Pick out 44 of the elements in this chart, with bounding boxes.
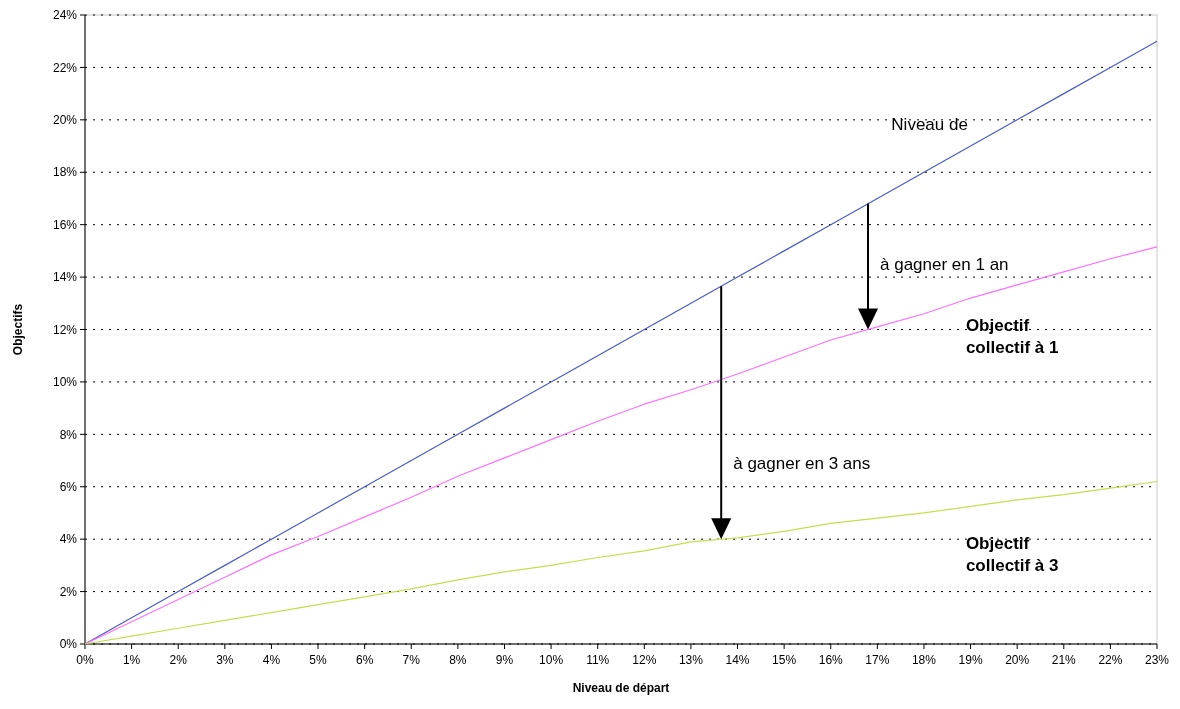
x-tick-label: 3% [216,653,234,667]
x-tick-label: 15% [772,653,797,667]
x-tick-label: 13% [678,653,704,667]
x-tick-label: 12% [632,653,657,667]
annotation: à gagner en 3 ans [733,454,871,474]
x-tick-label: 4% [262,653,281,667]
x-tick-label: 17% [865,653,890,667]
x-tick-label: 10% [539,653,564,667]
x-tick-label: 6% [355,653,374,667]
x-tick-label: 21% [1051,653,1077,667]
x-tick-label: 5% [309,653,328,667]
y-tick-label: 22% [52,60,78,75]
x-tick-label: 14% [725,653,750,667]
y-tick-label: 4% [59,532,78,547]
y-tick-label: 16% [52,217,78,232]
x-tick-label: 20% [1005,653,1030,667]
y-tick-label: 6% [59,479,78,494]
x-tick-label: 2% [169,653,188,667]
y-tick-label: 8% [59,427,78,442]
y-tick-label: 2% [59,584,78,599]
x-tick-label: 16% [818,653,844,667]
x-tick-label: 11% [586,653,610,667]
y-tick-label: 12% [52,322,78,337]
x-tick-label: 7% [402,653,421,667]
y-tick-label: 18% [52,165,78,180]
annotation: à gagner en 1 an [880,254,1009,274]
y-tick-label: 24% [52,8,78,23]
y-tick-label: 10% [52,375,78,390]
series-label: Objectif collectif à 3 [965,533,1059,575]
x-tick-label: 1% [122,653,141,667]
x-tick-label: 22% [1098,653,1123,667]
x-tick-label: 23% [1144,653,1170,667]
x-tick-label: 19% [958,653,983,667]
series-label: Niveau de [891,115,968,135]
series-label: Objectif collectif à 1 [965,316,1059,358]
x-tick-label: 18% [911,653,937,667]
y-axis-title: Objectifs [11,303,25,356]
y-tick-label: 0% [59,637,78,652]
y-tick-label: 14% [52,270,78,285]
x-axis-title: Niveau de départ [572,681,670,695]
x-tick-label: 0% [76,653,94,667]
x-tick-label: 8% [449,653,467,667]
x-tick-label: 9% [495,653,514,667]
y-tick-label: 20% [52,113,78,128]
